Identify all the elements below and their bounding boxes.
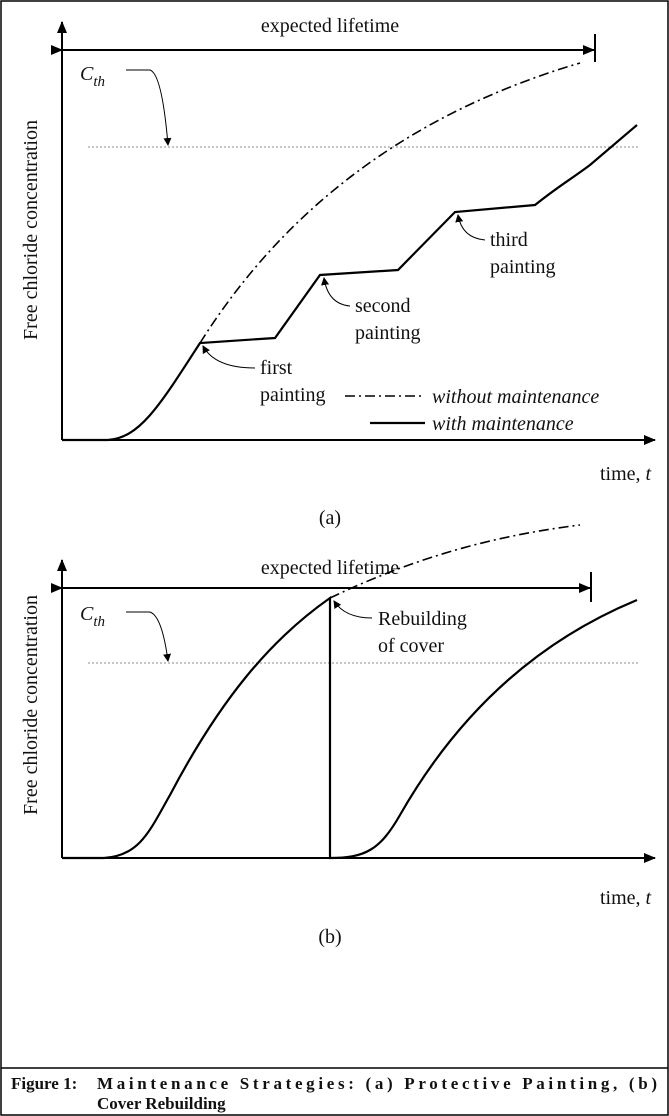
annotation-leader [333,600,373,619]
span-label: expected lifetime [261,15,399,37]
legend-label: with maintenance [432,413,574,435]
with-maintenance-curve [62,124,638,442]
span-label: expected lifetime [261,557,399,579]
annotation: painting [260,384,326,406]
threshold-label: Cth [80,63,105,90]
legend-label: without maintenance [432,386,599,408]
annotation: of cover [378,635,444,657]
threshold-leader [126,69,172,146]
panel-b: expected lifetime Free chloride concentr… [20,524,656,948]
panel-label: (b) [318,926,341,948]
threshold-label: Cth [80,603,105,630]
with-maintenance-curve [62,595,638,860]
y-axis-label: Free chloride concentration [20,595,42,815]
threshold-leader [126,611,172,662]
x-axis-label: time, t [600,887,652,909]
caption-line: Maintenance Strategies: (a) Protective P… [97,1074,657,1093]
panel-label: (a) [319,507,341,529]
panel-a: expected lifetime Free chloride concentr… [20,15,656,529]
y-axis-label: Free chloride concentration [20,120,42,340]
annotation: painting [490,256,556,278]
caption-number: Figure 1: [11,1074,77,1093]
annotation-leader [321,277,351,307]
annotation: painting [355,322,421,344]
annotation-leader [202,345,256,369]
annotation: second [355,295,411,317]
annotation: Rebuilding [378,608,467,630]
caption-line: Cover Rebuilding [97,1094,226,1113]
without-maintenance-curve [199,62,581,344]
annotation-leader [455,214,486,241]
annotation: third [490,229,528,251]
annotation: first [260,357,293,379]
x-axis-label: time, t [600,463,652,485]
